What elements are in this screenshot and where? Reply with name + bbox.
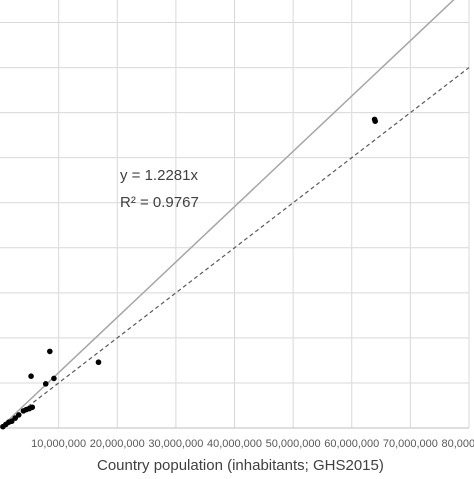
data-point bbox=[47, 348, 53, 355]
data-point bbox=[95, 359, 102, 366]
line-layer bbox=[0, 0, 470, 429]
trendline bbox=[0, 0, 455, 429]
x-tick-label: 10,000,000 bbox=[31, 438, 86, 450]
x-tick-label: 80,000,000 bbox=[441, 438, 474, 450]
data-point bbox=[29, 404, 36, 411]
point-layer bbox=[0, 116, 379, 430]
x-tick-label: 30,000,000 bbox=[148, 438, 203, 450]
x-tick-label: 40,000,000 bbox=[207, 438, 262, 450]
trendline-equation: y = 1.2281x bbox=[120, 167, 198, 184]
reference-line bbox=[0, 67, 470, 429]
grid-layer bbox=[0, 0, 470, 429]
x-axis-title: Country population (inhabitants; GHS2015… bbox=[97, 457, 384, 474]
x-tick-label: 60,000,000 bbox=[324, 438, 379, 450]
x-tick-label: 70,000,000 bbox=[383, 438, 438, 450]
data-point bbox=[28, 373, 34, 379]
data-point bbox=[42, 381, 49, 387]
tick-layer: 10,000,000 20,000,000 30,000,000 40,000,000… bbox=[31, 438, 474, 450]
x-tick-label: 20,000,000 bbox=[90, 438, 145, 450]
x-tick-label: 50,000,000 bbox=[266, 438, 321, 450]
data-point bbox=[372, 118, 379, 124]
r-squared-label: R² = 0.9767 bbox=[120, 194, 199, 211]
data-point bbox=[51, 375, 57, 382]
data-point bbox=[15, 412, 22, 418]
